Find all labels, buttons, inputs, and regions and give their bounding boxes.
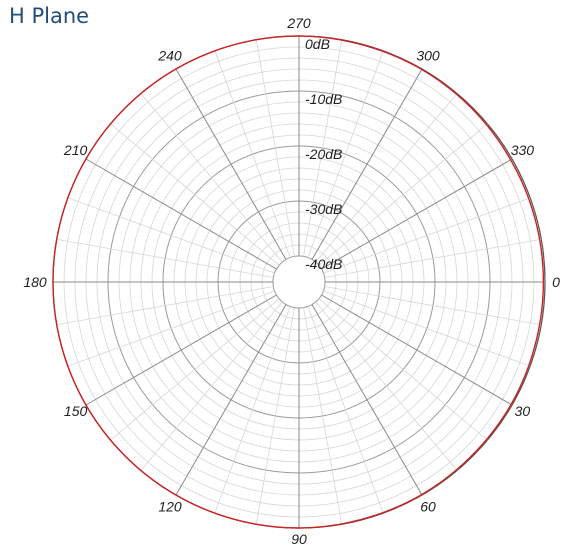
chart-title: H Plane (9, 4, 90, 28)
series-line-0 (52, 35, 545, 529)
minor-spoke (255, 39, 295, 257)
angle-tick-label: 120 (158, 498, 182, 514)
angle-tick-label: 300 (416, 48, 440, 64)
angle-tick-label: 270 (286, 15, 311, 31)
major-spoke (311, 304, 423, 496)
minor-spoke (140, 93, 283, 263)
minor-spoke (323, 290, 531, 367)
minor-spoke (323, 197, 531, 274)
angle-spokes (53, 36, 545, 528)
minor-spoke (315, 301, 458, 471)
minor-spoke (214, 50, 291, 258)
major-spoke (85, 158, 277, 270)
minor-spoke (255, 307, 295, 525)
minor-spoke (324, 286, 542, 326)
angle-tick-label: 210 (63, 142, 88, 158)
minor-spoke (67, 290, 275, 367)
radial-tick-label: 0dB (305, 36, 330, 52)
minor-spoke (307, 306, 384, 514)
major-spoke (175, 68, 287, 260)
angle-tick-label: 330 (511, 142, 535, 158)
minor-spoke (56, 286, 274, 326)
radial-tick-label: -10dB (305, 91, 342, 107)
radial-tick-label: -20dB (305, 146, 342, 162)
minor-spoke (318, 298, 488, 441)
major-spoke (321, 158, 513, 270)
series-layer (52, 35, 545, 529)
major-spoke (311, 68, 423, 260)
radial-tick-label: -40dB (305, 256, 342, 272)
minor-spoke (324, 238, 542, 278)
radial-tick-label: -30dB (305, 201, 342, 217)
angle-tick-label: 90 (291, 531, 307, 547)
angle-tick-label: 30 (515, 403, 531, 419)
angle-tick-label: 180 (23, 274, 47, 290)
angle-tick-label: 60 (420, 498, 436, 514)
minor-spoke (307, 50, 384, 258)
minor-spoke (303, 39, 343, 257)
minor-spoke (214, 306, 291, 514)
major-spoke (175, 304, 287, 496)
minor-spoke (303, 307, 343, 525)
angle-labels: 0 30 60 90 120 150 180 210 240 270 300 330 (23, 15, 560, 547)
angle-tick-label: 150 (64, 403, 88, 419)
angle-tick-label: 240 (157, 48, 182, 64)
minor-spoke (315, 93, 458, 263)
minor-spoke (110, 123, 280, 266)
major-spoke (321, 294, 513, 406)
minor-spoke (67, 197, 275, 274)
minor-spoke (318, 123, 488, 266)
radial-labels: 0dB -10dB -20dB -30dB -40dB (305, 36, 342, 272)
minor-spoke (110, 298, 280, 441)
major-spoke (85, 294, 277, 406)
angle-tick-label: 0 (552, 274, 560, 290)
minor-spoke (140, 301, 283, 471)
minor-spoke (56, 238, 274, 278)
